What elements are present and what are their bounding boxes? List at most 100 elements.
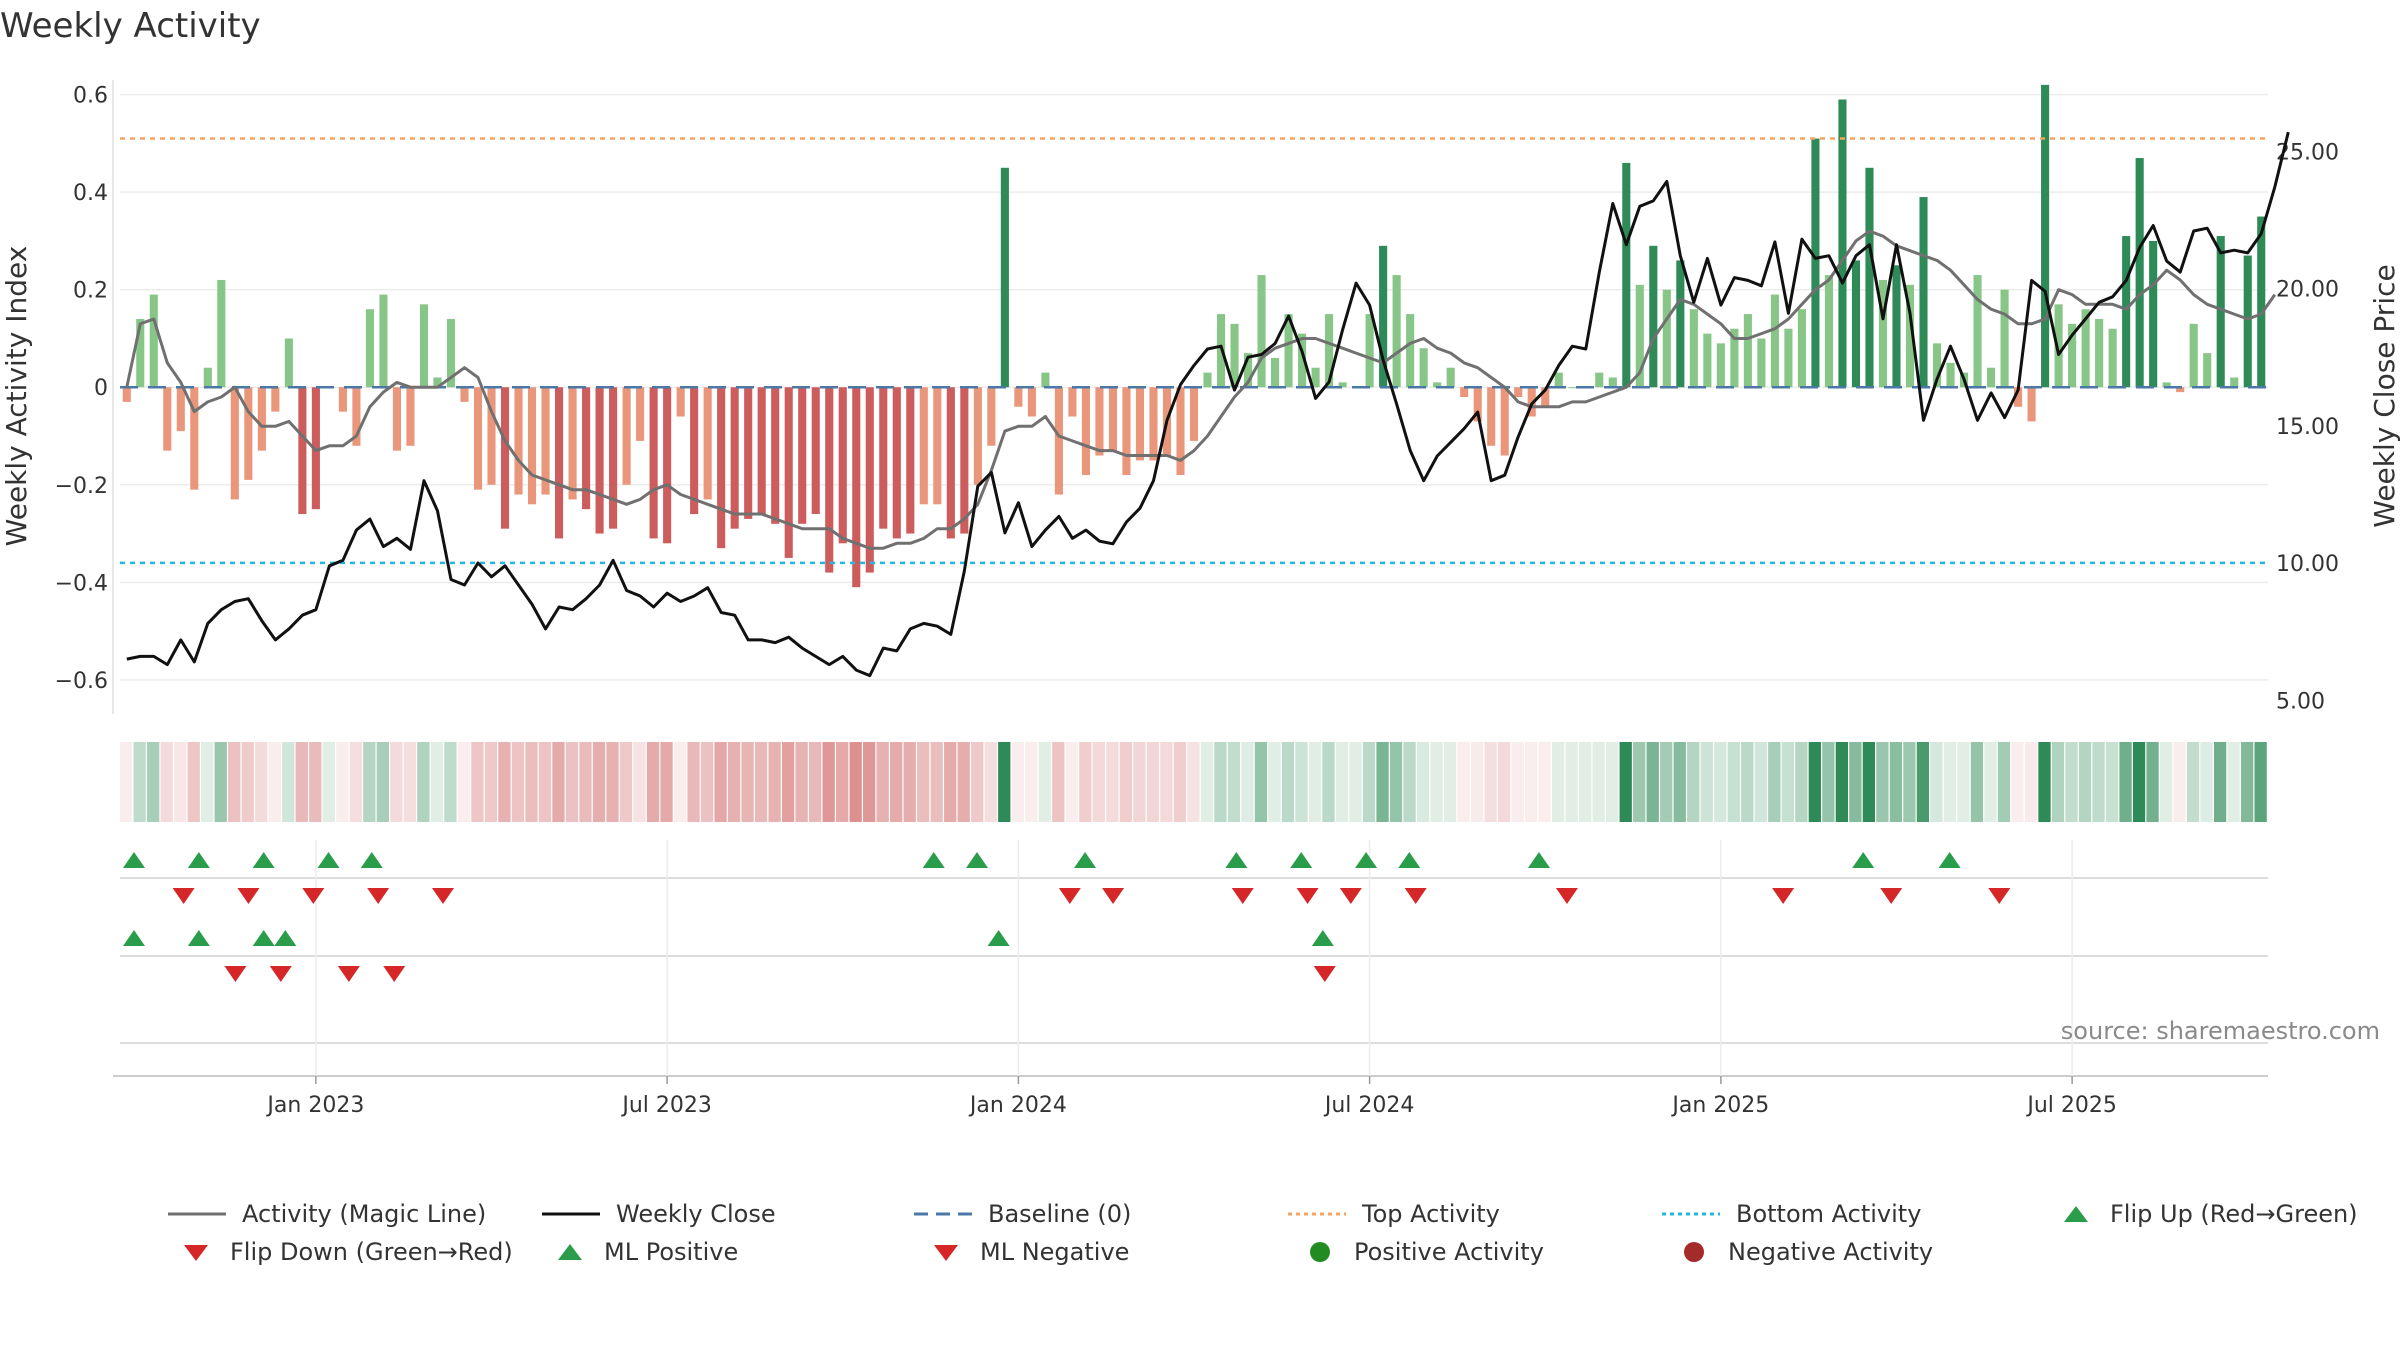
- heat-strip-cell: [1741, 742, 1754, 822]
- activity-bar: [1203, 372, 1212, 388]
- activity-bar: [811, 387, 820, 515]
- activity-bar: [892, 387, 901, 539]
- circle-icon: [1684, 1242, 1704, 1262]
- flip-down-marker: [1880, 888, 1903, 904]
- ml-positive-marker: [123, 930, 145, 946]
- activity-bar: [744, 387, 753, 519]
- heat-strip-cell: [1754, 742, 1767, 822]
- activity-bar: [163, 387, 172, 451]
- heat-strip-cell: [1795, 742, 1808, 822]
- y-tick-label: 0.4: [73, 181, 108, 206]
- heat-strip-cell: [849, 742, 862, 822]
- heat-strip-cell: [1160, 742, 1173, 822]
- heat-strip-cell: [1079, 742, 1092, 822]
- activity-bar: [798, 387, 807, 524]
- heat-strip-cell: [1714, 742, 1727, 822]
- heat-strip-cell: [1943, 742, 1957, 822]
- activity-bar: [852, 387, 861, 588]
- heat-strip-cell: [863, 742, 876, 822]
- activity-bar: [217, 279, 226, 388]
- y2-axis-title: Weekly Close Price: [2368, 264, 2400, 527]
- activity-bar: [1325, 314, 1334, 388]
- flip-up-marker: [1527, 852, 1550, 868]
- y-tick-label: −0.2: [55, 474, 108, 499]
- activity-bar: [2257, 216, 2266, 388]
- activity-bar: [514, 387, 523, 495]
- activity-bar: [1973, 275, 1982, 388]
- x-tick-label: Jan 2024: [968, 1093, 1067, 1118]
- heat-strip-cell: [2200, 742, 2213, 822]
- flip-up-marker: [1938, 852, 1961, 868]
- heat-strip-cell: [1579, 742, 1592, 822]
- activity-bar: [582, 387, 591, 510]
- heat-strip-cell: [1214, 742, 1227, 822]
- activity-bar: [1946, 362, 1955, 388]
- flip-up-marker: [1074, 852, 1097, 868]
- activity-bar: [1649, 245, 1658, 388]
- legend-label-flip-down: Flip Down (Green→Red): [230, 1238, 513, 1266]
- activity-bar: [1311, 367, 1320, 388]
- activity-bar: [2189, 323, 2198, 388]
- heat-strip-cell: [1295, 742, 1308, 822]
- heat-strip-cell: [808, 742, 822, 822]
- activity-bar: [2081, 309, 2090, 388]
- heat-strip-cell: [1660, 742, 1673, 822]
- activity-bar: [2095, 318, 2104, 388]
- activity-bar: [1473, 387, 1482, 422]
- page-title: Weekly Activity: [0, 6, 261, 46]
- ml-positive-marker: [252, 930, 275, 946]
- heat-strip-cell: [2105, 742, 2119, 822]
- ml-positive-marker: [1311, 930, 1334, 946]
- activity-bar: [392, 387, 401, 451]
- activity-bar: [271, 387, 280, 412]
- activity-bar: [1838, 99, 1847, 388]
- activity-bar: [1784, 328, 1793, 388]
- heat-strip-cell: [673, 742, 687, 822]
- legend-dotted-icon: [1662, 1212, 1720, 1216]
- activity-bar: [1041, 372, 1050, 388]
- activity-bar: [987, 387, 996, 446]
- activity-bar: [568, 387, 577, 500]
- heat-strip-cell: [754, 742, 768, 822]
- flip-up-marker: [123, 852, 145, 868]
- activity-bar: [960, 387, 969, 534]
- activity-bar: [1122, 387, 1131, 476]
- heat-strip-cell: [1457, 742, 1470, 822]
- activity-bar: [595, 387, 604, 534]
- activity-bar: [1257, 275, 1266, 388]
- x-tick-label: Jan 2025: [1670, 1093, 1769, 1118]
- heat-strip-cell: [552, 742, 565, 822]
- heat-strip-cell: [214, 742, 227, 822]
- heat-strip-cell: [1687, 742, 1700, 822]
- heat-strip-cell: [1511, 742, 1524, 822]
- activity-bar: [555, 387, 564, 539]
- activity-bar: [1811, 138, 1820, 388]
- heat-strip-cell: [1673, 742, 1686, 822]
- heat-strip-cell: [430, 742, 444, 822]
- activity-bar: [244, 387, 253, 480]
- activity-bar: [1770, 294, 1779, 388]
- heat-strip-cell: [120, 742, 133, 822]
- legend-item-close: Weekly Close: [540, 1200, 776, 1228]
- activity-bar: [1230, 323, 1239, 388]
- activity-bar: [176, 387, 185, 432]
- heat-strip-cell: [1822, 742, 1835, 822]
- legend-item-ml-positive: ML Positive: [550, 1238, 738, 1266]
- heat-strip-cell: [687, 742, 700, 822]
- heat-strip-cell: [1592, 742, 1605, 822]
- legend-item-top: Top Activity: [1286, 1200, 1500, 1228]
- y2-tick-label: 5.00: [2276, 689, 2325, 714]
- heat-strip-cell: [944, 742, 957, 822]
- activity-bar: [1135, 387, 1145, 461]
- heat-strip-cell: [1268, 742, 1281, 822]
- activity-bar: [865, 387, 874, 573]
- activity-bar: [1743, 314, 1752, 388]
- legend-item-flip-down: Flip Down (Green→Red): [176, 1238, 513, 1266]
- flip-up-marker: [187, 852, 210, 868]
- activity-bar: [149, 294, 158, 388]
- activity-bar: [2176, 387, 2185, 393]
- heat-strip-cell: [1281, 742, 1295, 822]
- x-tick-label: Jul 2024: [1323, 1093, 1415, 1118]
- heat-strip-cell: [714, 742, 727, 822]
- heat-strip-cell: [511, 742, 525, 822]
